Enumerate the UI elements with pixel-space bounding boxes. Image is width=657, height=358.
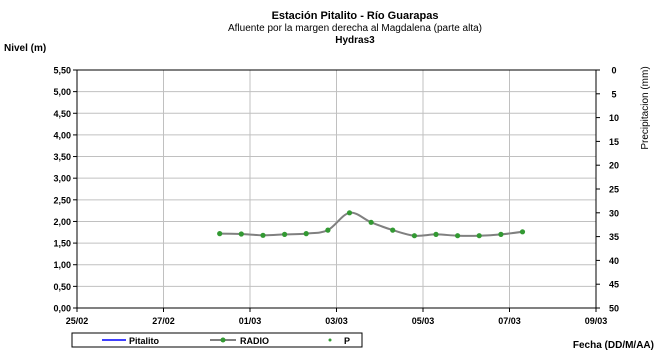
data-point-radio: [476, 233, 482, 239]
data-point-radio: [519, 229, 526, 235]
legend-label-radio: RADIO: [240, 336, 269, 346]
data-point-radio: [390, 227, 396, 233]
x-tick-label: 09/03: [585, 316, 608, 326]
y-tick-label: 1,00: [53, 260, 71, 270]
legend-label-p: P: [344, 336, 350, 346]
data-point-radio: [282, 231, 288, 237]
y2-tick-label: 50: [609, 304, 619, 314]
x-tick-label: 27/02: [152, 316, 175, 326]
data-point-radio: [260, 232, 266, 238]
y2-tick-label: 35: [609, 232, 619, 242]
data-point-radio: [303, 231, 309, 237]
y2-tick-label: 40: [609, 256, 619, 266]
y-tick-label: 4,00: [53, 130, 71, 140]
x-tick-label: 01/03: [239, 316, 262, 326]
data-point-radio: [238, 231, 244, 237]
y2-tick-label: 20: [609, 161, 619, 171]
data-point-radio: [325, 227, 331, 233]
x-tick-label: 07/03: [498, 316, 521, 326]
chart-subtitle-2: Hydras3: [335, 35, 375, 46]
y-tick-label: 0,50: [53, 282, 71, 292]
y-tick-label: 4,50: [53, 109, 71, 119]
y2-tick-label: 15: [609, 137, 619, 147]
data-point-radio: [433, 231, 439, 237]
legend-marker-radio: [220, 337, 226, 343]
data-point-radio: [368, 219, 374, 225]
x-tick-label: 25/02: [66, 316, 89, 326]
y-tick-label: 2,50: [53, 195, 71, 205]
y-tick-label: 0,00: [53, 304, 71, 314]
plot-frame: [76, 69, 597, 309]
y2-axis-label: Precipitacion (mm): [640, 66, 651, 149]
y2-tick-label: 10: [609, 113, 619, 123]
y2-tick-label: 25: [609, 185, 619, 195]
y-axis-label: Nivel (m): [4, 43, 46, 54]
x-axis-ticks: 25/02 27/02 01/03 03/03 05/03 07/03 09/03: [66, 308, 608, 326]
y2-tick-label: 30: [609, 208, 619, 218]
data-point-radio: [346, 210, 353, 216]
legend: Pitalito RADIO P: [71, 332, 363, 348]
x-tick-label: 03/03: [325, 316, 348, 326]
y2-axis-ticks: 0 5 10 15 20 25 30 35 40 45 50: [596, 66, 619, 314]
y2-tick-label: 45: [609, 280, 619, 290]
y-tick-label: 2,00: [53, 217, 71, 227]
data-point-radio: [217, 231, 223, 237]
y-tick-label: 1,50: [53, 239, 71, 249]
grid: [77, 70, 596, 308]
data-point-radio: [498, 231, 504, 237]
legend-marker-p: [328, 338, 332, 342]
data-point-radio: [455, 233, 461, 239]
y-tick-label: 3,00: [53, 174, 71, 184]
y2-tick-label: 0: [611, 66, 616, 76]
y-axis-ticks: 0,00 0,50 1,00 1,50 2,00 2,50 3,00 3,50 4,00 4,50…: [53, 66, 77, 314]
chart-subtitle: Afluente por la margen derecha al Magdal…: [228, 23, 482, 34]
y-tick-label: 5,50: [53, 66, 71, 76]
series-layer: [217, 210, 526, 239]
x-tick-label: 05/03: [412, 316, 435, 326]
chart-title: Estación Pitalito - Río Guarapas: [272, 10, 439, 22]
y-tick-label: 3,50: [53, 152, 71, 162]
legend-label-pitalito: Pitalito: [129, 336, 160, 346]
data-point-radio: [411, 233, 417, 239]
y-tick-label: 5,00: [53, 87, 71, 97]
y2-tick-label: 5: [611, 89, 616, 99]
x-axis-label: Fecha (DD/M/AA): [573, 340, 654, 351]
